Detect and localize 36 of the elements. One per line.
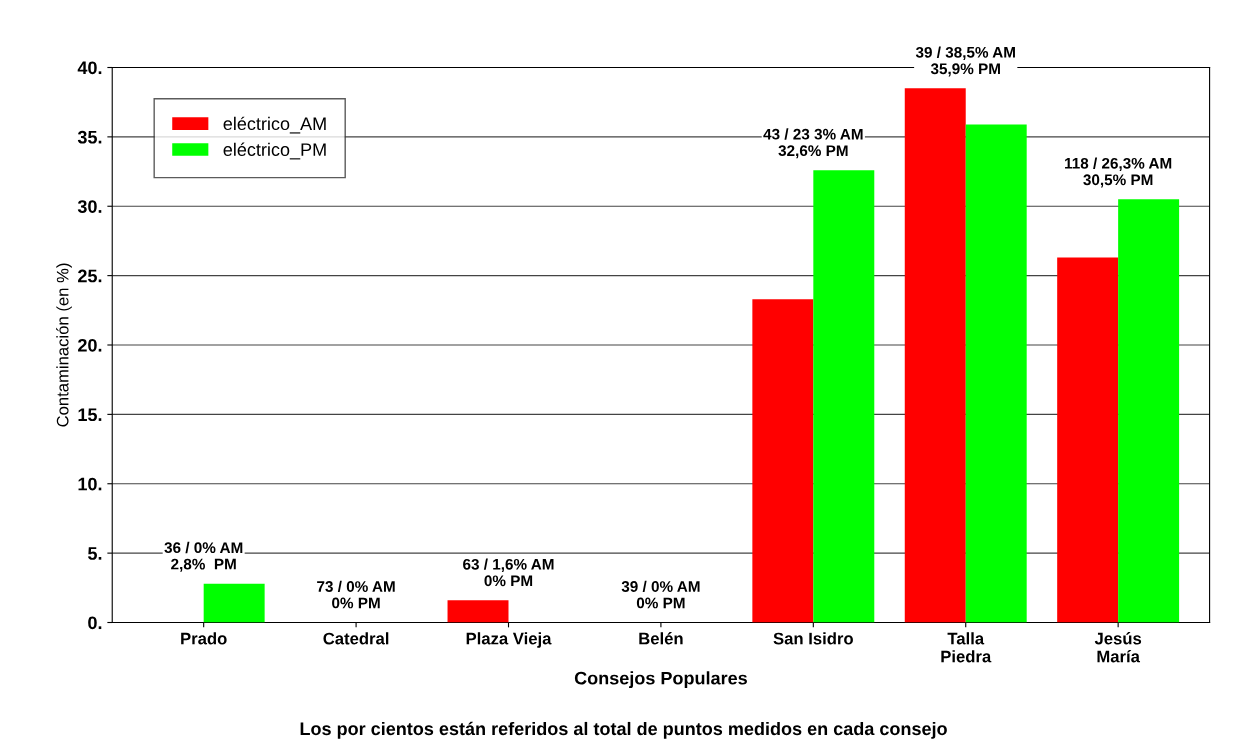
y-tick-label: 35. <box>77 130 102 144</box>
legend-label: eléctrico_AM <box>223 116 326 134</box>
bar <box>813 170 875 623</box>
y-tick-label: 40. <box>77 61 102 75</box>
x-tick-label: Talla Piedra <box>941 632 992 663</box>
x-axis-title: Consejos Populares <box>574 671 747 689</box>
annotation: 73 / 0% AM 0% PM <box>317 580 395 609</box>
bar <box>752 299 814 623</box>
bar <box>203 583 265 623</box>
text: Los por cientos están referidos al total de puntos medidos en cada consejo <box>300 721 947 739</box>
y-tick-label: 25. <box>78 269 102 283</box>
x-tick-label: Plaza Vieja <box>466 632 552 648</box>
y-tick-label: 0. <box>88 616 102 630</box>
y-tick-label: 30. <box>77 200 102 213</box>
x-tick-label: Catedral <box>323 632 389 645</box>
bar <box>904 88 966 623</box>
y-tick-label: 20. <box>78 338 102 352</box>
y-axis-title: Contaminación (en %) <box>56 263 72 427</box>
legend-label: eléctrico_PM <box>223 142 326 160</box>
x-tick-label: Belén <box>639 632 683 645</box>
bar <box>965 124 1027 623</box>
annotation: 39 / 38,5% AM 35,9% PM <box>915 46 1015 77</box>
y-tick-label: 10. <box>78 477 102 491</box>
x-tick-label: Jesús María <box>1094 632 1142 663</box>
x-tick-label: Prado <box>181 632 227 645</box>
y-tick-label: 15. <box>78 408 102 422</box>
annotation: 63 / 1,6% AM 0% PM <box>463 558 554 587</box>
bar <box>1057 257 1119 623</box>
annotation: 43 / 23 3% AM 32,6% PM <box>763 128 863 159</box>
annotation: 36 / 0% AM 2,8% PM <box>164 541 243 572</box>
bar <box>447 600 509 623</box>
y-tick-label: 5. <box>88 547 102 560</box>
annotation: 39 / 0% AM 0% PM <box>621 580 700 609</box>
bar <box>1118 199 1180 623</box>
annotation: 118 / 26,3% AM 30,5% PM <box>1065 157 1172 188</box>
x-tick-label: San Isidro <box>773 632 853 645</box>
